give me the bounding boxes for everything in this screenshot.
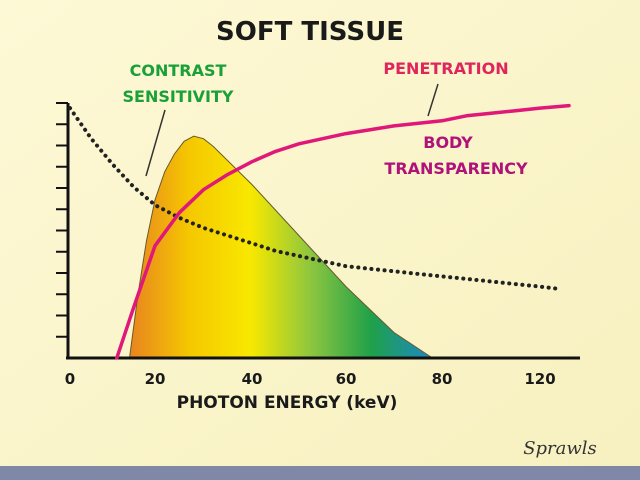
x-tick-label: 0 <box>65 370 75 388</box>
x-tick-label: 60 <box>336 370 357 388</box>
body-transparency-area-layer <box>128 135 435 359</box>
body-transparency-area <box>128 135 435 359</box>
series-lines <box>68 103 571 360</box>
chart-title: SOFT TISSUE <box>216 17 404 47</box>
annotation-sensitivity: SENSITIVITY <box>122 87 233 106</box>
annotation-transparency: TRANSPARENCY <box>384 159 528 178</box>
penetration-line <box>115 103 571 360</box>
x-tick-labels: 0 20 40 60 80 120 <box>65 370 556 388</box>
annotation-body: BODY <box>423 133 473 152</box>
signature: Sprawls <box>523 438 597 459</box>
annotation-contrast: CONTRAST <box>130 61 227 80</box>
x-tick-label: 120 <box>524 370 555 388</box>
x-tick-label: 20 <box>145 370 166 388</box>
x-axis-label: PHOTON ENERGY (keV) <box>177 393 398 413</box>
bottom-strip <box>0 466 640 480</box>
annotation-penetration: PENETRATION <box>383 59 508 78</box>
contrast-sensitivity-pointer <box>145 109 166 177</box>
y-ticks <box>56 102 68 338</box>
x-tick-label: 40 <box>242 370 263 388</box>
x-tick-label: 80 <box>432 370 453 388</box>
penetration-pointer <box>427 83 439 117</box>
